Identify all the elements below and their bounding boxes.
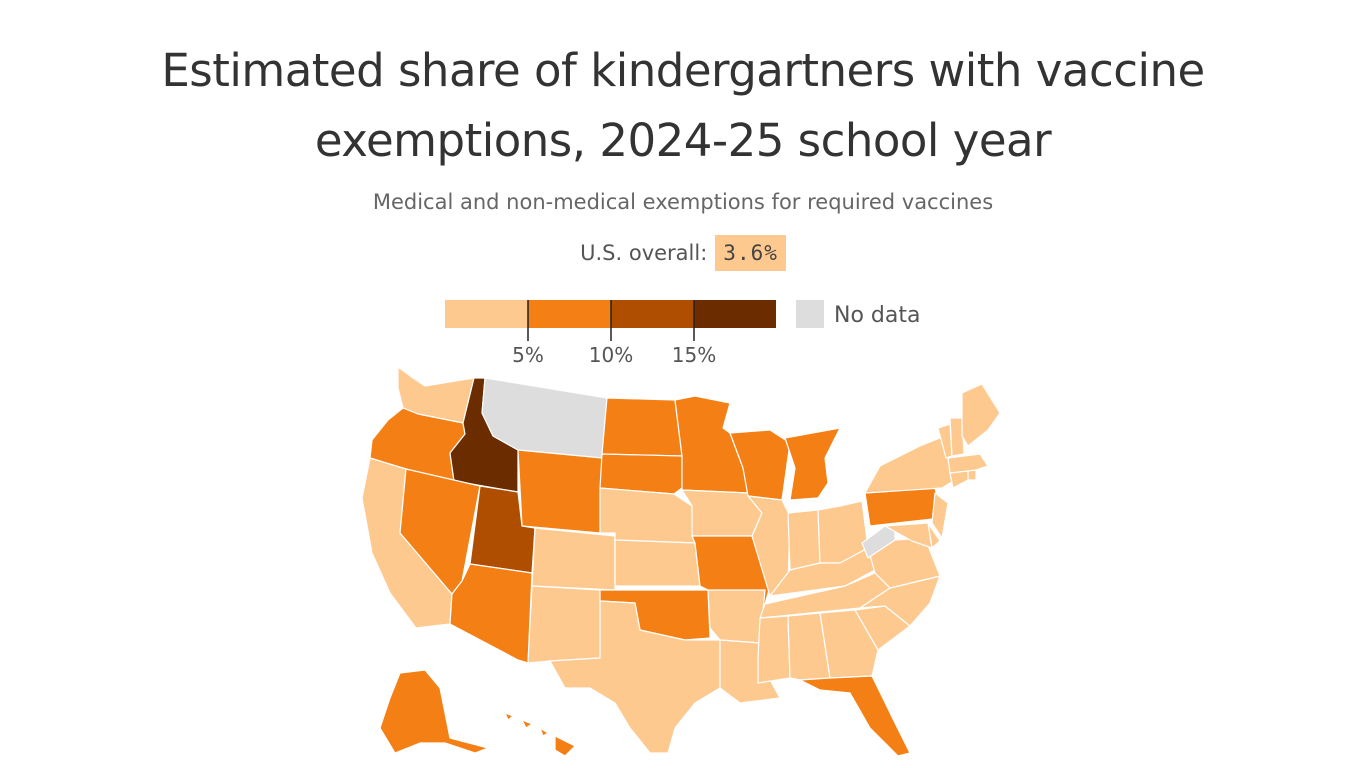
state-mi: Michigan	[784, 427, 841, 501]
legend-tick-10: 10%	[589, 343, 633, 367]
state-ak: Alaska	[379, 669, 489, 754]
state-md: Maryland	[884, 522, 933, 549]
state-me: Maine	[961, 383, 1001, 447]
state-ar: Arkansas	[707, 589, 766, 644]
state-ny: New York	[864, 435, 956, 494]
state-nh: New Hampshire	[949, 417, 965, 457]
title-line-2: exemptions, 2024-25 school year	[314, 114, 1052, 167]
us-choropleth-map: WashingtonOregonCaliforniaIdahoNevadaMon…	[361, 366, 1001, 757]
state-wv: West Virginia	[861, 525, 896, 559]
state-ga: Georgia	[819, 609, 879, 679]
state-ks: Kansas	[614, 539, 701, 587]
chart-title: Estimated share of kindergartners with v…	[0, 36, 1366, 176]
legend-tick-5: 5%	[512, 343, 544, 367]
title-line-1: Estimated share of kindergartners with v…	[161, 44, 1205, 97]
state-nd: North Dakota	[601, 397, 683, 457]
legend-bin-low	[445, 300, 528, 328]
us-overall: U.S. overall: 3.6%	[0, 235, 1366, 271]
state-hi: Hawaii	[504, 712, 576, 757]
state-pa: Pennsylvania	[864, 487, 943, 527]
legend-bin-mid	[528, 300, 611, 328]
state-ma: Massachusetts	[947, 453, 989, 474]
legend-bin-high	[611, 300, 694, 328]
state-sd: South Dakota	[599, 453, 683, 495]
state-nm: New Mexico	[527, 585, 601, 664]
state-ne: Nebraska	[599, 487, 696, 544]
state-ms: Mississippi	[757, 615, 791, 684]
us-overall-label: U.S. overall:	[580, 241, 708, 265]
legend-no-data-label: No data	[834, 303, 920, 328]
chart-subtitle: Medical and non-medical exemptions for r…	[372, 190, 994, 214]
us-overall-value: 3.6%	[715, 235, 786, 271]
state-fl: Florida	[799, 675, 911, 757]
state-tx: Texas	[549, 600, 721, 754]
legend-bin-very-high	[694, 300, 776, 328]
state-nj: New Jersey	[931, 492, 949, 539]
state-az: Arizona	[449, 563, 533, 664]
state-in: Indiana	[787, 509, 821, 571]
state-ri: Rhode Island	[967, 469, 977, 481]
state-co: Colorado	[531, 527, 616, 591]
legend-no-data-swatch	[796, 300, 824, 328]
legend-tick-15: 15%	[672, 343, 716, 367]
color-legend: 5% 10% 15% No data	[445, 300, 920, 367]
state-wy: Wyoming	[517, 449, 603, 534]
